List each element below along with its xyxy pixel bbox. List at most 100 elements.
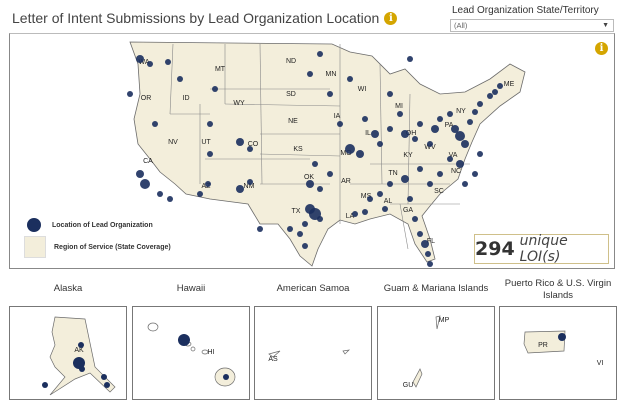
state-label-or: OR bbox=[141, 95, 152, 102]
state-label-ca: CA bbox=[143, 158, 153, 165]
location-dot bbox=[558, 333, 566, 341]
location-dot bbox=[42, 382, 48, 388]
location-dot bbox=[136, 55, 144, 63]
location-dot bbox=[302, 221, 308, 227]
location-dot bbox=[401, 130, 409, 138]
state-label-ak: AK bbox=[74, 347, 84, 354]
map-info-icon[interactable]: i bbox=[595, 42, 608, 55]
location-dot bbox=[382, 206, 388, 212]
us-map[interactable]: WA MT ND MN WI MI ME OR ID WY SD NY NE IA IL OH PA NV UT CO… bbox=[9, 33, 615, 269]
location-dot bbox=[297, 231, 303, 237]
location-dot bbox=[127, 91, 133, 97]
state-label-nc: NC bbox=[451, 168, 461, 175]
state-label-wa: WA bbox=[138, 59, 149, 66]
location-dot bbox=[412, 216, 418, 222]
location-dot bbox=[79, 366, 85, 372]
location-dot bbox=[178, 334, 190, 346]
location-dot bbox=[462, 181, 468, 187]
inset-title-american-samoa: American Samoa bbox=[276, 283, 350, 294]
location-dot bbox=[352, 211, 358, 217]
state-label-oh: OH bbox=[406, 130, 417, 137]
location-dot bbox=[362, 209, 368, 215]
state-border bbox=[399, 203, 409, 250]
location-dot bbox=[477, 151, 483, 157]
state-filter-dropdown[interactable]: (All) ▼ bbox=[450, 19, 614, 32]
info-icon[interactable]: i bbox=[384, 11, 398, 25]
location-dot bbox=[467, 119, 473, 125]
location-dot bbox=[387, 181, 393, 187]
guam-island bbox=[412, 368, 423, 388]
location-dot bbox=[197, 191, 203, 197]
state-label-mo: MO bbox=[340, 150, 352, 157]
state-label-mt: MT bbox=[215, 66, 226, 73]
location-dot bbox=[497, 83, 503, 89]
state-border bbox=[259, 153, 341, 157]
location-dot bbox=[140, 179, 150, 189]
state-label-ok: OK bbox=[304, 174, 314, 181]
location-dot bbox=[327, 171, 333, 177]
loi-count-suffix: unique LOI(s) bbox=[519, 233, 568, 265]
state-label-wy: WY bbox=[233, 100, 245, 107]
state-border bbox=[169, 43, 174, 115]
state-label-nv: NV bbox=[168, 139, 178, 146]
location-dot bbox=[421, 240, 429, 248]
location-dot bbox=[136, 170, 144, 178]
location-dot bbox=[362, 116, 368, 122]
location-dot bbox=[461, 140, 469, 148]
location-dot bbox=[104, 382, 110, 388]
inset-alaska[interactable]: AK bbox=[9, 306, 127, 400]
territory-label-pr: PR bbox=[538, 342, 548, 349]
inset-guam[interactable]: MP GU bbox=[377, 306, 495, 400]
state-label-ia: IA bbox=[334, 113, 341, 120]
samoa-island bbox=[268, 350, 281, 358]
location-dot bbox=[101, 374, 107, 380]
location-dot bbox=[337, 121, 343, 127]
location-dot bbox=[287, 226, 293, 232]
inset-american-samoa[interactable]: AS bbox=[254, 306, 372, 400]
location-dot bbox=[302, 243, 308, 249]
legend-dot-label: Location of Lead Organization bbox=[52, 221, 153, 229]
location-dot bbox=[456, 160, 464, 168]
location-dot bbox=[347, 76, 353, 82]
loi-count: 294 bbox=[475, 238, 515, 260]
state-label-la: LA bbox=[346, 213, 355, 220]
filter-label: Lead Organization State/Territory bbox=[452, 5, 599, 16]
location-dot bbox=[205, 181, 211, 187]
inset-hawaii[interactable]: HI bbox=[132, 306, 250, 400]
state-label-ga: GA bbox=[403, 207, 413, 214]
location-dot bbox=[407, 56, 413, 62]
state-label-ny: NY bbox=[456, 108, 466, 115]
location-dot bbox=[207, 121, 213, 127]
location-dot bbox=[317, 186, 323, 192]
filter-value: (All) bbox=[454, 21, 468, 30]
state-label-va: VA bbox=[449, 152, 458, 159]
hawaii-island bbox=[147, 322, 159, 332]
location-dot bbox=[412, 136, 418, 142]
mariana-island bbox=[435, 315, 441, 330]
inset-puerto-rico[interactable]: PR VI bbox=[499, 306, 617, 400]
location-dot bbox=[212, 86, 218, 92]
territory-label-gu: GU bbox=[403, 382, 414, 389]
location-dot bbox=[431, 125, 439, 133]
state-label-pa: PA bbox=[445, 122, 454, 129]
state-label-il: IL bbox=[365, 130, 371, 137]
territory-label-as: AS bbox=[268, 356, 278, 363]
location-dot bbox=[472, 171, 478, 177]
state-label-ms: MS bbox=[361, 193, 372, 200]
location-dot bbox=[447, 111, 453, 117]
chevron-down-icon: ▼ bbox=[602, 22, 609, 29]
samoa-island bbox=[342, 349, 351, 355]
location-dot bbox=[427, 261, 433, 267]
state-label-fl: FL bbox=[427, 238, 435, 245]
state-label-hi: HI bbox=[208, 349, 215, 356]
location-dot bbox=[417, 231, 423, 237]
hawaii-island bbox=[190, 346, 196, 352]
puerto-rico-shape bbox=[523, 330, 566, 354]
location-dot bbox=[327, 91, 333, 97]
state-label-ks: KS bbox=[293, 146, 303, 153]
location-dot bbox=[397, 111, 403, 117]
us-map-svg: WA MT ND MN WI MI ME OR ID WY SD NY NE IA IL OH PA NV UT CO… bbox=[127, 41, 526, 267]
inset-title-puerto-rico: Puerto Rico & U.S. Virgin Islands bbox=[504, 278, 612, 301]
territory-label-vi: VI bbox=[597, 360, 604, 367]
location-dot bbox=[147, 61, 153, 67]
